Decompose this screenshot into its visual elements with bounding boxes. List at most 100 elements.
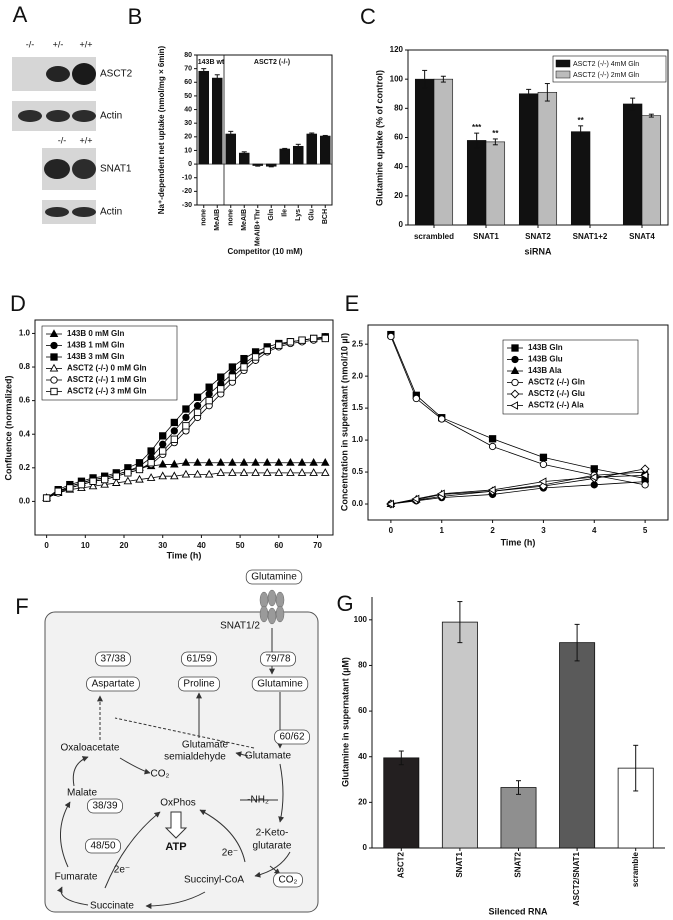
point — [217, 385, 225, 393]
node-label: Glutamine — [251, 572, 297, 583]
point — [123, 476, 133, 485]
bar — [441, 621, 478, 849]
point — [286, 457, 295, 466]
node-box — [274, 729, 310, 745]
point — [100, 479, 109, 488]
legend-marker — [510, 389, 520, 399]
y-axis-label: Na⁺-dependent net uptake (nmol/mg × 6min… — [157, 45, 166, 214]
node-box — [251, 676, 309, 692]
legend-marker — [50, 353, 58, 361]
error-bar — [457, 601, 463, 644]
point — [135, 465, 144, 474]
x-axis-label: siRNA — [524, 246, 552, 256]
pathway-arrow — [254, 851, 291, 878]
transporter — [267, 589, 277, 607]
legend-box — [552, 55, 667, 83]
x-tick-label: Lys — [295, 209, 302, 221]
point — [170, 427, 178, 435]
x-tick-label: SNAT1+2 — [573, 232, 608, 241]
point — [204, 457, 214, 466]
y-tick-label: 10 — [184, 147, 192, 154]
point — [251, 457, 260, 466]
pathway-arrow — [199, 809, 246, 863]
point — [262, 457, 272, 466]
y-axis-label: Glutamine in supernatant (µM) — [340, 657, 350, 787]
node-label: 38/39 — [92, 801, 117, 812]
error-bar — [630, 97, 636, 111]
bar — [570, 131, 591, 226]
point — [240, 354, 248, 363]
legend-label: 143B Gln — [528, 343, 563, 352]
legend-label: ASCT2 (-/-) 3 mM Gln — [67, 387, 147, 396]
point — [487, 485, 496, 495]
x-tick-label: 50 — [236, 541, 245, 550]
error-bar — [309, 132, 315, 136]
point — [159, 440, 167, 448]
point — [641, 481, 649, 489]
error-bar — [268, 164, 274, 168]
transporter — [275, 605, 285, 623]
legend-label: ASCT2 (-/-) 0 mM Gln — [67, 364, 147, 373]
error-bar — [492, 138, 498, 146]
point — [101, 475, 109, 484]
panel-letter: E — [345, 291, 360, 316]
pathway-label: Succinate — [90, 901, 134, 912]
pathway-arrow — [104, 811, 161, 889]
pathway-arrow — [269, 865, 281, 875]
x-tick-label: SNAT2 — [514, 851, 523, 877]
x-tick-label: SNAT2 — [525, 232, 551, 241]
bar — [383, 757, 420, 849]
y-tick-label: 70 — [184, 65, 192, 72]
node-box — [178, 676, 220, 692]
error-bar — [255, 164, 261, 167]
error-bar — [241, 151, 247, 156]
y-tick-label: 40 — [394, 162, 403, 171]
y-tick-label: 1.0 — [19, 329, 31, 338]
x-tick-label: 20 — [120, 541, 129, 550]
point — [205, 396, 213, 405]
y-tick-label: 0.8 — [19, 362, 31, 371]
atp-arrow — [164, 811, 188, 839]
legend-label: ASCT2 (-/-) Ala — [528, 401, 584, 410]
x-tick-label: none — [201, 209, 208, 226]
legend-label: ASCT2 (-/-) Glu — [528, 389, 585, 398]
error-bar — [526, 88, 532, 99]
bar — [433, 78, 454, 226]
legend-marker — [50, 341, 58, 350]
point — [42, 494, 51, 502]
bar — [500, 787, 537, 849]
annotation: 143B wt — [198, 59, 225, 66]
x-axis-label: Silenced RNA — [488, 906, 548, 916]
node-label: Proline — [183, 679, 215, 690]
legend-marker — [50, 376, 58, 384]
y-tick-label: 0 — [188, 161, 192, 168]
pathway-label: 2e⁻ — [114, 865, 130, 876]
point — [387, 332, 395, 341]
point — [286, 338, 295, 346]
legend-marker — [511, 344, 519, 352]
legend-swatch — [555, 70, 571, 79]
pathway-label: Glutamate — [182, 740, 229, 751]
point — [321, 334, 329, 343]
bar — [225, 133, 237, 165]
error-bar — [578, 125, 584, 138]
x-tick-label: SNAT4 — [629, 232, 655, 241]
point — [228, 373, 237, 381]
point — [274, 468, 284, 476]
x-tick-label: MeAIB — [241, 209, 248, 231]
legend-swatch — [555, 59, 571, 68]
point — [320, 457, 330, 466]
x-axis-label: Time (h) — [501, 537, 536, 547]
point — [488, 442, 497, 451]
point — [182, 405, 190, 413]
legend-box — [41, 325, 178, 401]
y-tick-label: -20 — [182, 188, 192, 195]
pathway-label: Oxaloacetate — [61, 743, 120, 754]
bar — [622, 103, 643, 226]
panel-letter: G — [336, 591, 353, 616]
legend-label: ASCT2 (-/-) 4mM Gln — [573, 61, 639, 68]
pathway-arrow — [72, 756, 89, 787]
legend-label: 143B 3 mM Gln — [67, 352, 124, 361]
point — [111, 478, 121, 486]
